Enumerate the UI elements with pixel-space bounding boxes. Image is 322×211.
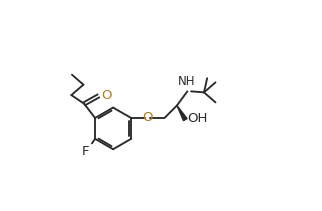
Text: O: O	[101, 89, 112, 102]
Text: O: O	[143, 111, 153, 124]
Text: F: F	[82, 145, 90, 158]
Polygon shape	[177, 106, 187, 121]
Text: NH: NH	[177, 75, 195, 88]
Text: OH: OH	[187, 112, 208, 125]
